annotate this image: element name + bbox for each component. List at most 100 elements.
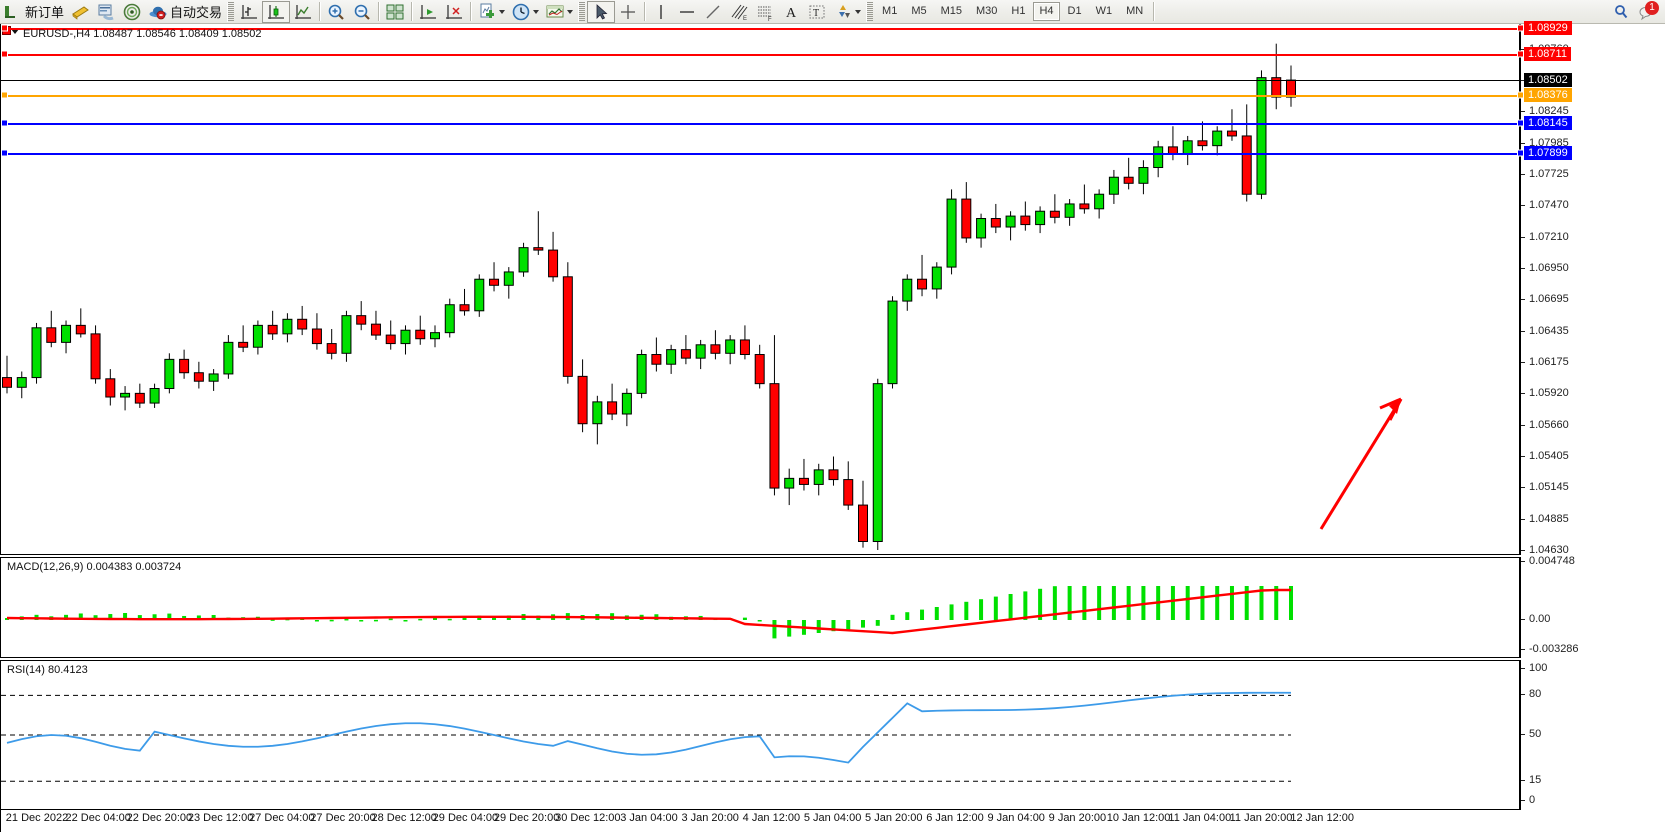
level-line-resistance[interactable] <box>1 28 1521 30</box>
price-tick-label: 1.05920 <box>1529 387 1569 400</box>
price-tick-label: 1.07210 <box>1529 230 1569 243</box>
level-anchor-pivot[interactable] <box>1 91 8 99</box>
timeframe-d1[interactable]: D1 <box>1067 5 1082 17</box>
price-tick-mark <box>1521 550 1525 551</box>
data-window-button[interactable] <box>93 1 119 23</box>
timeframe-mn[interactable]: MN <box>1126 5 1144 17</box>
new-chart-page-icon <box>477 2 497 22</box>
tile-windows-button[interactable] <box>382 1 408 23</box>
horizontal-line-tool-button[interactable] <box>674 1 700 23</box>
notifications-button[interactable]: 1 <box>1634 0 1665 23</box>
time-tick-label: 29 Dec 04:00 <box>432 812 499 824</box>
scale-level-handle[interactable] <box>1517 24 1524 32</box>
horizontal-line-icon <box>677 2 697 22</box>
new-order-label: 新订单 <box>25 5 65 20</box>
price-level-label-resistance: 1.08711 <box>1524 47 1571 62</box>
rsi-panel[interactable]: RSI(14) 80.4123 <box>0 660 1520 810</box>
trendline-tool-button[interactable] <box>700 1 726 23</box>
level-anchor-support[interactable] <box>1 149 8 157</box>
rsi-tick-mark <box>1521 694 1525 696</box>
scale-level-handle[interactable] <box>1517 119 1524 127</box>
arrows-dropdown-caret[interactable] <box>855 9 862 14</box>
fibonacci-tool-button[interactable]: F <box>752 1 778 23</box>
scale-level-handle[interactable] <box>1517 149 1524 157</box>
bar-chart-button[interactable] <box>236 1 262 23</box>
time-axis: 21 Dec 2022 22 Dec 04:00 22 Dec 20:00 23 De… <box>0 810 1520 832</box>
new-order-button[interactable]: 新订单 <box>0 1 67 23</box>
scale-level-handle[interactable] <box>1517 91 1524 99</box>
time-tick-label: 30 Dec 12:00 <box>555 812 621 824</box>
text-label-tool-button[interactable]: T <box>804 1 830 23</box>
timeframe-h1[interactable]: H1 <box>1011 5 1026 17</box>
timeframe-m30[interactable]: M30 <box>976 5 998 17</box>
auto-trading-button[interactable]: 自动交易 <box>145 1 225 23</box>
time-tick-label: 5 Jan 04:00 <box>803 812 862 824</box>
search-icon <box>1611 2 1631 22</box>
rsi-scale-label: 100 <box>1529 662 1548 674</box>
equidistant-channel-tool-button[interactable]: E <box>726 1 752 23</box>
text-label-icon: T <box>807 2 827 22</box>
price-tick-mark <box>1521 79 1525 81</box>
market-watch-button[interactable] <box>67 1 93 23</box>
svg-text:A: A <box>786 6 797 21</box>
toolbar-divider-5 <box>644 2 646 21</box>
price-tick-label: 1.05660 <box>1529 418 1569 431</box>
auto-scroll-button[interactable] <box>441 1 467 23</box>
price-scale[interactable]: 1.087601.085021.082451.079851.077251.074… <box>1517 21 1665 556</box>
price-tick-label: 1.07470 <box>1529 199 1569 212</box>
price-tick-label: 1.05405 <box>1529 449 1569 462</box>
time-tick-label: 22 Dec 20:00 <box>126 812 193 824</box>
chart-area[interactable]: EURUSD-,H4 1.08487 1.08546 1.08409 1.085… <box>0 21 1665 832</box>
new-chart-button[interactable] <box>474 1 508 23</box>
new-chart-dropdown-caret[interactable] <box>499 9 506 14</box>
level-line-support[interactable] <box>1 153 1521 156</box>
timeframe-h4[interactable]: H4 <box>1033 2 1060 21</box>
level-anchor-resistance[interactable] <box>1 50 8 58</box>
timeframe-m1[interactable]: M1 <box>882 5 898 17</box>
level-line-resistance[interactable] <box>1 54 1521 57</box>
price-tick-mark <box>1521 330 1525 332</box>
line-chart-button[interactable] <box>290 1 316 23</box>
symbol-dropdown-arrow-icon[interactable] <box>11 29 19 34</box>
candlestick-chart-icon <box>266 2 286 22</box>
timeframe-m15[interactable]: M15 <box>940 5 962 17</box>
time-tick-label: 23 Dec 12:00 <box>187 812 254 824</box>
period-dropdown-caret[interactable] <box>533 9 540 14</box>
arrow-shapes-icon <box>833 2 853 22</box>
search-button[interactable] <box>1608 1 1634 23</box>
price-chart-panel[interactable]: EURUSD-,H4 1.08487 1.08546 1.08409 1.085… <box>0 24 1521 555</box>
level-anchor-resistance[interactable] <box>1 24 8 32</box>
arrows-tool-button[interactable] <box>830 1 864 23</box>
time-tick-label: 11 Jan 04:00 <box>1168 812 1232 824</box>
time-tick-label: 6 Jan 12:00 <box>926 812 984 824</box>
rsi-tick-mark <box>1521 780 1525 782</box>
toolbar-divider-4 <box>470 2 472 21</box>
macd-panel[interactable]: MACD(12,26,9) 0.004383 0.003724 <box>0 557 1520 658</box>
level-line-support[interactable] <box>1 123 1521 126</box>
scale-level-handle[interactable] <box>1517 50 1524 58</box>
text-tool-button[interactable]: A <box>778 1 804 23</box>
cursor-tool-button[interactable] <box>587 0 616 23</box>
crosshair-tool-button[interactable] <box>615 1 641 23</box>
price-tick-label: 1.08245 <box>1529 105 1569 118</box>
candlestick-chart-button[interactable] <box>262 0 291 23</box>
vertical-line-tool-button[interactable] <box>648 1 674 23</box>
signals-button[interactable] <box>119 1 145 23</box>
price-level-label-current-price: 1.08502 <box>1524 72 1572 87</box>
chart-shift-button[interactable] <box>415 1 441 23</box>
templates-button[interactable] <box>542 1 576 23</box>
price-tick-mark <box>1521 174 1525 176</box>
period-button[interactable] <box>508 1 542 23</box>
templates-dropdown-caret[interactable] <box>567 9 574 14</box>
price-tick-mark <box>1521 519 1525 521</box>
timeframe-w1[interactable]: W1 <box>1095 5 1113 17</box>
zoom-out-button[interactable] <box>349 1 375 23</box>
level-anchor-support[interactable] <box>1 119 8 127</box>
level-line-pivot[interactable] <box>1 95 1521 98</box>
auto-trading-label: 自动交易 <box>170 5 223 20</box>
timeframe-m5[interactable]: M5 <box>911 5 927 17</box>
zoom-in-button[interactable] <box>323 1 349 23</box>
price-tick-mark <box>1521 111 1525 113</box>
time-tick-label: 4 Jan 12:00 <box>742 812 801 824</box>
